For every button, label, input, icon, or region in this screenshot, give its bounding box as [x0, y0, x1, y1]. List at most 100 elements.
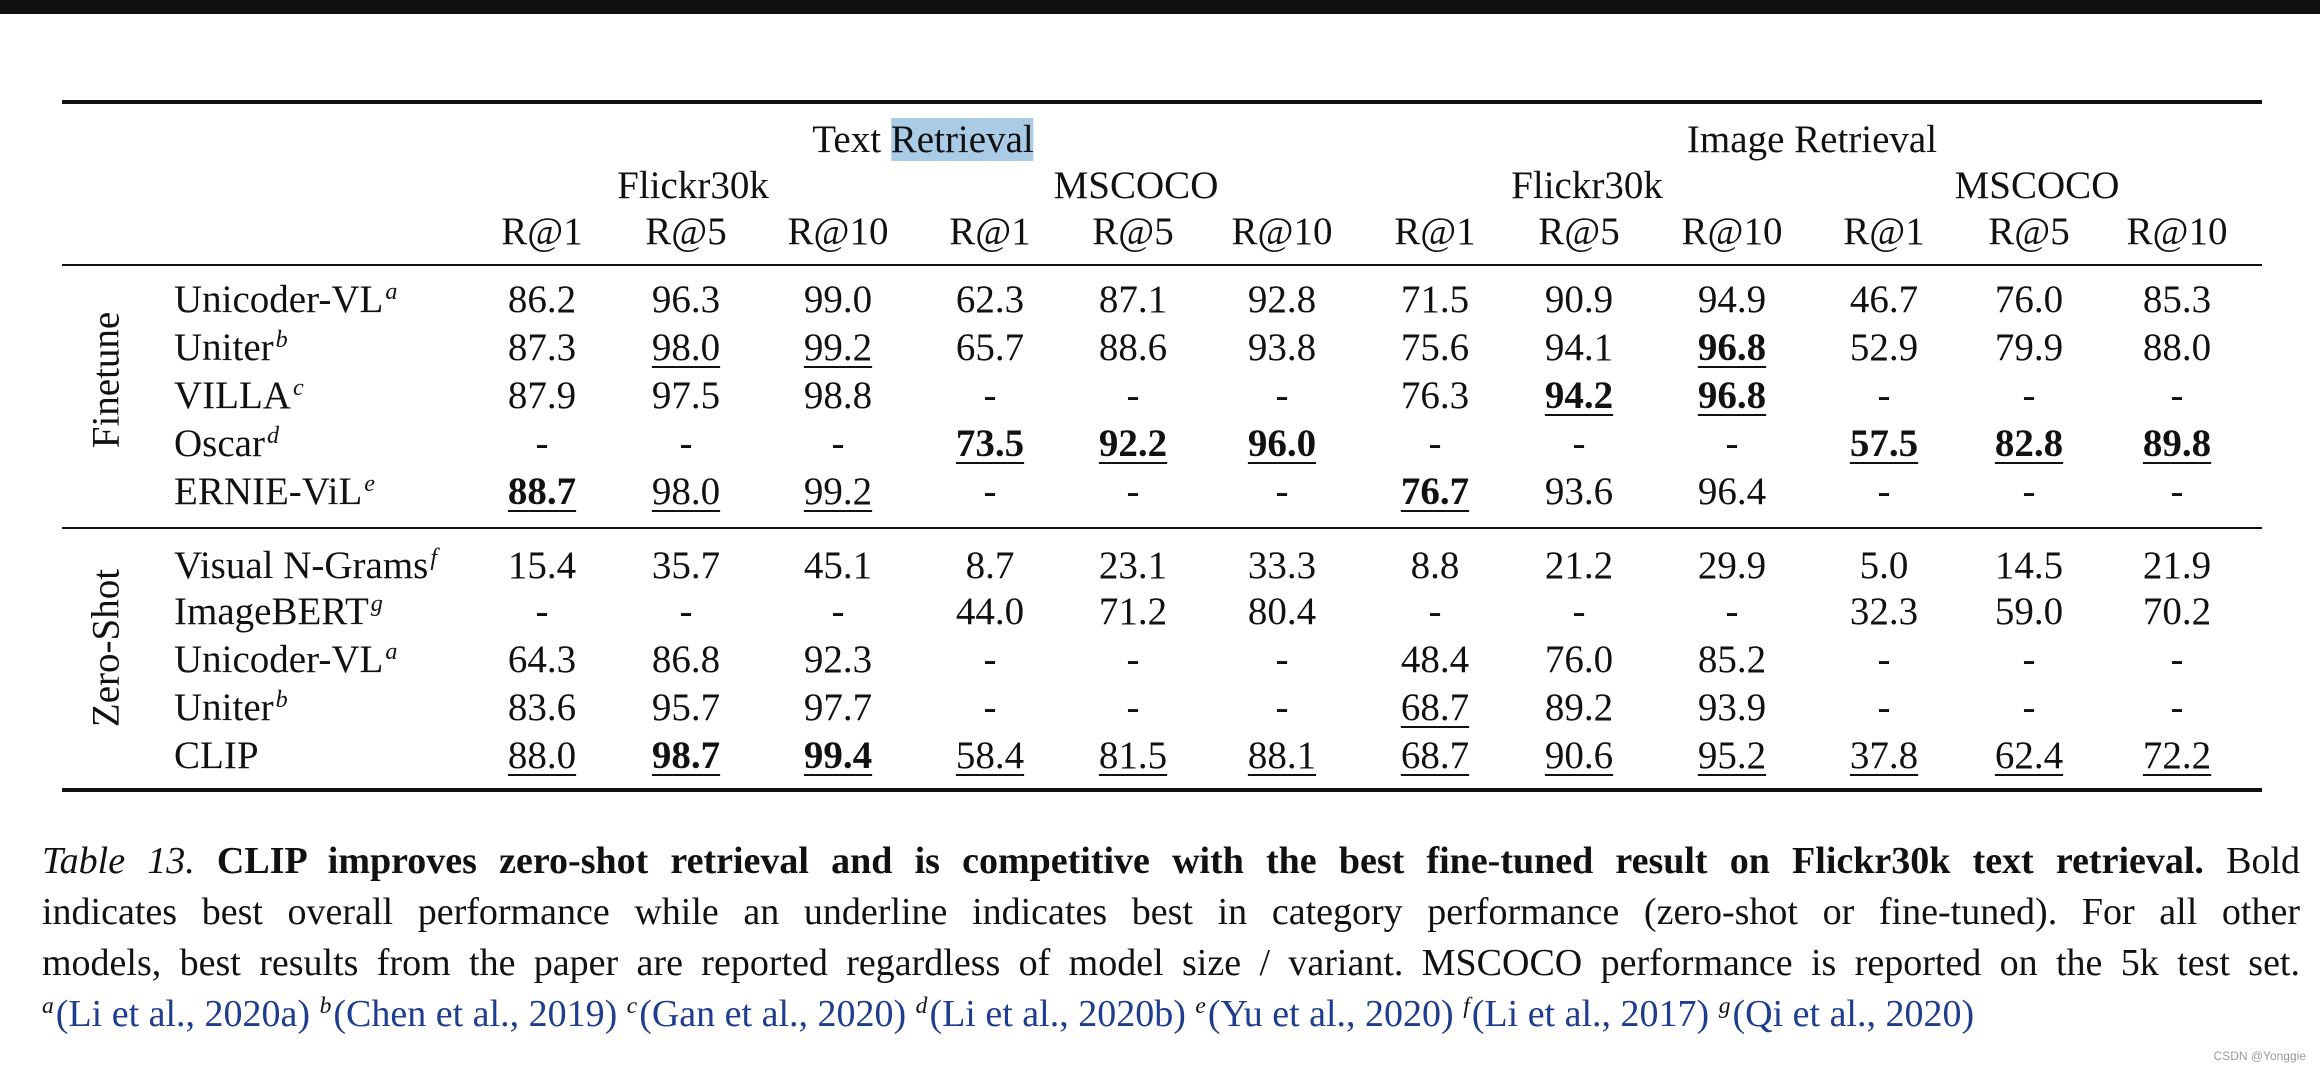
citation-link[interactable]: a(Li et al., 2020a)	[42, 993, 310, 1035]
table-cell: 96.4	[1697, 470, 1767, 513]
table-cell: 90.6	[1544, 734, 1614, 777]
table-caption: Table 13. CLIP improves zero-shot retrie…	[42, 836, 2300, 1045]
table-cell: 79.9	[1994, 326, 2064, 369]
citation-text: (Chen et al., 2019)	[333, 993, 618, 1035]
table-cell: 88.7	[507, 470, 577, 513]
table-cell: 57.5	[1849, 422, 1919, 465]
table-cell: -	[1572, 590, 1586, 633]
citation-marker: a	[42, 993, 54, 1020]
table-cell: 76.7	[1400, 470, 1470, 513]
table-cell: -	[831, 590, 845, 633]
table-cell: -	[983, 686, 997, 729]
table-cell: 95.2	[1697, 734, 1767, 777]
citation-marker: a	[385, 637, 398, 665]
table-cell: 29.9	[1697, 544, 1767, 587]
table-cell: 95.7	[651, 686, 721, 729]
table-cell: 94.2	[1544, 374, 1614, 417]
table-cell: -	[2170, 470, 2184, 513]
header-metric: R@1	[949, 210, 1031, 253]
table-cell: 8.7	[965, 544, 1015, 587]
caption-lead: Bold	[2226, 840, 2301, 882]
table-cell: 71.5	[1400, 278, 1470, 321]
table-cell: 83.6	[507, 686, 577, 729]
header-metric: R@1	[1843, 210, 1925, 253]
model-name: Unicoder-VLa	[174, 279, 397, 319]
table-cell: -	[2022, 470, 2036, 513]
table-cell: -	[1275, 638, 1289, 681]
table-cell: 93.9	[1697, 686, 1767, 729]
table-cell: 87.3	[507, 326, 577, 369]
table-cell: 81.5	[1098, 734, 1168, 777]
model-name-text: CLIP	[174, 734, 259, 777]
table-cell: 86.8	[651, 638, 721, 681]
model-name-text: Visual N-Grams	[174, 544, 429, 587]
table-cell: 82.8	[1994, 422, 2064, 465]
table-cell: 85.3	[2142, 278, 2212, 321]
table-cell: 98.0	[651, 470, 721, 513]
model-name-text: Uniter	[174, 686, 274, 729]
caption-citations: a(Li et al., 2020a) b(Chen et al., 2019)…	[42, 989, 2300, 1045]
table-group-rule	[62, 527, 2262, 529]
table-cell: -	[2170, 686, 2184, 729]
header-metric: R@5	[645, 210, 727, 253]
model-name: ImageBERTg	[174, 591, 383, 631]
table-cell: -	[1572, 422, 1586, 465]
table-cell: 46.7	[1849, 278, 1919, 321]
header-dataset: MSCOCO	[1954, 164, 2120, 207]
table-cell: -	[1126, 470, 1140, 513]
citation-text: (Li et al., 2017)	[1471, 993, 1710, 1035]
caption-bold-summary: CLIP improves zero-shot retrieval and is…	[216, 840, 2204, 882]
table-cell: -	[1428, 590, 1442, 633]
header-dataset: MSCOCO	[1053, 164, 1219, 207]
citation-marker: e	[1195, 993, 1206, 1020]
header-dataset: Flickr30k	[1511, 164, 1663, 207]
group-label: Finetune	[84, 311, 128, 449]
header-image-retrieval: Image Retrieval	[1686, 118, 1938, 161]
table-cell: -	[535, 422, 549, 465]
citation-marker: c	[292, 373, 304, 401]
header-metric: R@10	[2126, 210, 2228, 253]
citation-marker: e	[364, 469, 376, 497]
table-cell: 88.0	[507, 734, 577, 777]
header-metric: R@10	[1681, 210, 1783, 253]
table-cell: 21.2	[1544, 544, 1614, 587]
citation-link[interactable]: d(Li et al., 2020b)	[916, 993, 1186, 1035]
table-cell: 86.2	[507, 278, 577, 321]
citation-link[interactable]: f(Li et al., 2017)	[1463, 993, 1709, 1035]
table-cell: -	[2170, 374, 2184, 417]
table-cell: -	[1725, 590, 1739, 633]
group-label: Zero-Shot	[84, 568, 128, 728]
model-name-text: VILLA	[174, 374, 291, 417]
table-cell: 68.7	[1400, 734, 1470, 777]
table-cell: 59.0	[1994, 590, 2064, 633]
table-cell: 88.1	[1247, 734, 1317, 777]
citation-link[interactable]: c(Gan et al., 2020)	[627, 993, 906, 1035]
caption-line-2: indicates best overall performance while…	[42, 891, 2300, 933]
caption-label: Table 13.	[42, 840, 195, 882]
table-cell: -	[1725, 422, 1739, 465]
table-cell: 88.0	[2142, 326, 2212, 369]
header-text-retrieval-highlight: Retrieval	[890, 118, 1034, 161]
citation-marker: d	[266, 421, 280, 449]
table-cell: 96.3	[651, 278, 721, 321]
table-cell: 76.0	[1994, 278, 2064, 321]
citation-marker: c	[626, 993, 638, 1020]
caption-line-1: Table 13. CLIP improves zero-shot retrie…	[42, 836, 2300, 887]
model-name: VILLAc	[174, 373, 304, 417]
table-cell: 68.7	[1400, 686, 1470, 729]
table-cell: 80.4	[1247, 590, 1317, 633]
table-cell: -	[1877, 374, 1891, 417]
citation-link[interactable]: b(Chen et al., 2019)	[320, 993, 618, 1035]
citation-marker: b	[275, 325, 288, 353]
table-cell: 92.3	[803, 638, 873, 681]
table-cell: -	[1428, 422, 1442, 465]
table-cell: -	[983, 470, 997, 513]
citation-link[interactable]: e(Yu et al., 2020)	[1195, 993, 1453, 1035]
citation-text: (Li et al., 2020a)	[55, 993, 311, 1035]
watermark: CSDN @Yonggie	[2213, 1049, 2306, 1063]
table-cell: 35.7	[651, 544, 721, 587]
table-cell: -	[679, 422, 693, 465]
table-cell: 52.9	[1849, 326, 1919, 369]
citation-link[interactable]: g(Qi et al., 2020)	[1719, 993, 1974, 1035]
table-cell: 15.4	[507, 544, 577, 587]
